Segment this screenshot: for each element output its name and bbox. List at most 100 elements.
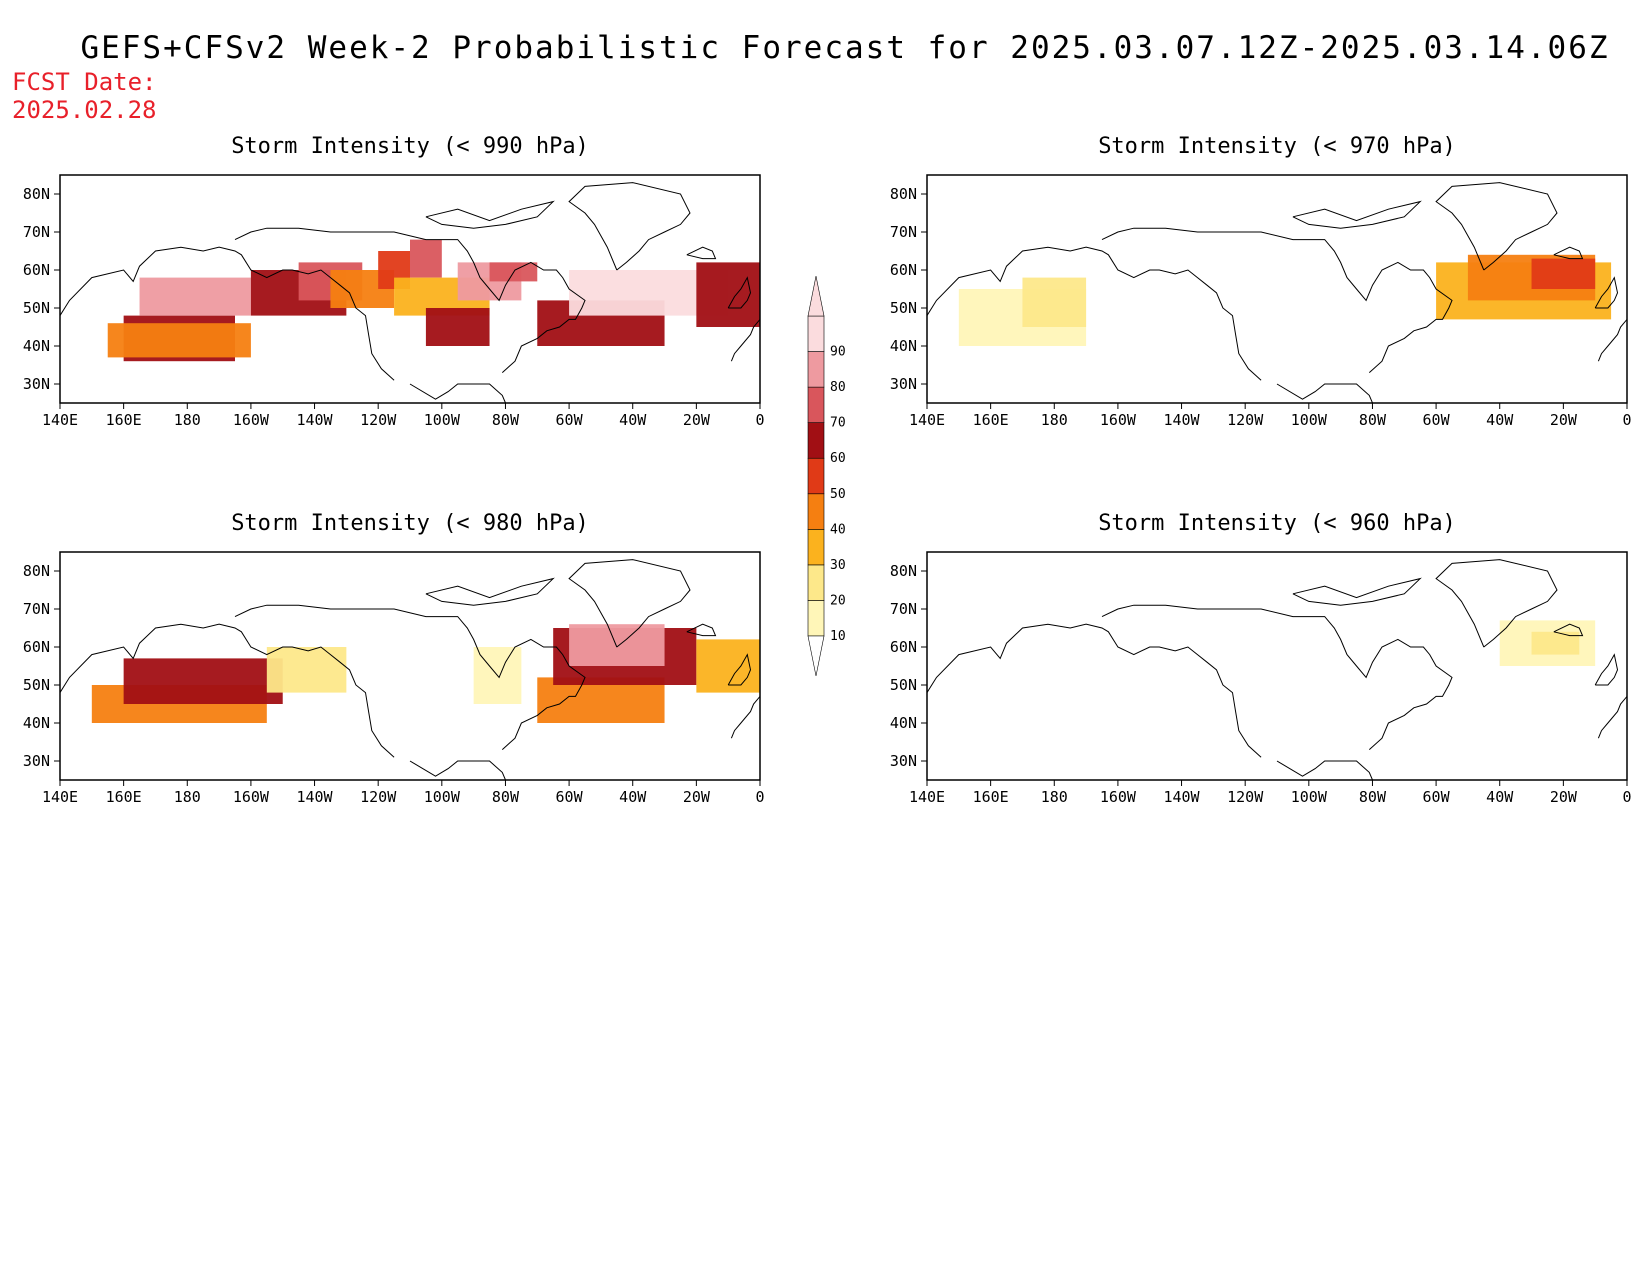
lon-tick-label: 180	[1041, 411, 1068, 429]
lon-tick-label: 160W	[233, 411, 270, 429]
coastline	[1553, 246, 1584, 260]
prob-region	[425, 308, 490, 346]
lat-tick-label: 80N	[23, 185, 50, 203]
lat-tick-label: 30N	[23, 375, 50, 393]
coastline	[1292, 200, 1422, 229]
coastline	[1597, 319, 1627, 362]
lon-tick-label: 0	[1622, 788, 1631, 806]
lon-tick-label: 100W	[1291, 411, 1328, 429]
coastline	[425, 577, 555, 606]
lon-tick-label: 120W	[360, 411, 397, 429]
coastline	[727, 276, 752, 309]
coastline	[1597, 696, 1627, 739]
lat-tick-label: 30N	[890, 375, 917, 393]
lat-tick-label: 30N	[23, 752, 50, 770]
lon-tick-label: 160E	[973, 788, 1009, 806]
lon-tick-label: 120W	[1227, 788, 1264, 806]
colorbar-label: 10	[830, 629, 846, 644]
lon-tick-label: 60W	[1423, 411, 1451, 429]
lat-tick-label: 60N	[890, 261, 917, 279]
coastline	[409, 760, 506, 780]
lat-tick-label: 40N	[890, 714, 917, 732]
lon-tick-label: 40W	[1486, 788, 1514, 806]
colorbar-label: 90	[830, 345, 846, 360]
coastline	[686, 623, 717, 637]
lon-tick-label: 160W	[233, 788, 270, 806]
panel-frame	[59, 174, 761, 404]
panel-title-990: Storm Intensity (< 990 hPa)	[231, 134, 589, 159]
lon-tick-label: 20W	[1550, 411, 1578, 429]
lon-tick-label: 100W	[424, 788, 461, 806]
colorbar-swatch	[807, 493, 825, 530]
lon-tick-label: 140E	[909, 411, 945, 429]
panel-title-960: Storm Intensity (< 960 hPa)	[1098, 511, 1456, 536]
coastline	[686, 246, 717, 260]
lon-tick-label: 40W	[619, 411, 647, 429]
lon-tick-label: 160W	[1100, 788, 1137, 806]
colorbar-label: 80	[830, 380, 846, 395]
lon-tick-label: 160E	[973, 411, 1009, 429]
lon-tick-label: 140E	[909, 788, 945, 806]
lat-tick-label: 70N	[890, 223, 917, 241]
panel-plot-area	[60, 182, 760, 403]
prob-region	[410, 239, 442, 278]
coastline	[234, 604, 586, 750]
coastline	[409, 383, 506, 403]
lat-tick-label: 40N	[890, 337, 917, 355]
lon-tick-label: 0	[1622, 411, 1631, 429]
coastline	[234, 227, 586, 373]
colorbar-label: 70	[830, 416, 846, 431]
coastline	[1276, 760, 1373, 780]
lon-tick-label: 180	[174, 788, 201, 806]
colorbar-swatch	[807, 529, 825, 566]
colorbar-label: 40	[830, 522, 846, 537]
map-panel-970: Storm Intensity (< 970 hPa) 140E 160E 180 16…	[890, 134, 1632, 429]
lon-tick-label: 120W	[1227, 411, 1264, 429]
map-panel-990: Storm Intensity (< 990 hPa) 140E 160E 180 16…	[23, 134, 765, 429]
lon-tick-label: 20W	[1550, 788, 1578, 806]
lon-tick-label: 140W	[1163, 411, 1200, 429]
lat-tick-label: 40N	[23, 714, 50, 732]
lon-tick-label: 100W	[1291, 788, 1328, 806]
colorbar-min-arrow	[807, 635, 825, 677]
prob-region	[1022, 277, 1087, 327]
map-panel-980: Storm Intensity (< 980 hPa) 140E 160E 180 16…	[23, 511, 765, 806]
coastline	[1594, 653, 1619, 686]
colorbar-swatch	[807, 564, 825, 601]
lat-tick-label: 70N	[23, 600, 50, 618]
coastline	[60, 246, 395, 381]
prob-region	[139, 277, 251, 316]
lat-tick-label: 80N	[23, 562, 50, 580]
lat-tick-label: 50N	[890, 299, 917, 317]
colorbar-max-arrow	[807, 275, 825, 317]
coastline	[1101, 604, 1453, 750]
panel-plot-area	[927, 559, 1627, 780]
lon-tick-label: 60W	[556, 788, 584, 806]
lat-tick-label: 50N	[23, 676, 50, 694]
panel-plot-area	[60, 559, 760, 780]
map-panel-960: Storm Intensity (< 960 hPa) 140E 160E 180 16…	[890, 511, 1632, 806]
colorbar-label: 30	[830, 558, 846, 573]
panel-title-980: Storm Intensity (< 980 hPa)	[231, 511, 589, 536]
prob-region	[1531, 631, 1580, 655]
lat-tick-label: 30N	[890, 752, 917, 770]
lon-tick-label: 60W	[556, 411, 584, 429]
coastline	[568, 559, 691, 648]
prob-region	[123, 658, 283, 704]
lon-tick-label: 80W	[1359, 788, 1387, 806]
colorbar-label: 60	[830, 451, 846, 466]
lon-tick-label: 40W	[1486, 411, 1514, 429]
colorbar-swatch	[807, 457, 825, 495]
colorbar-swatch	[807, 315, 825, 352]
colorbar-swatch	[807, 386, 825, 423]
colorbar-label: 50	[830, 487, 846, 502]
coastline	[1435, 182, 1558, 271]
lat-tick-label: 40N	[23, 337, 50, 355]
fcst-date-value: 2025.02.28	[12, 96, 157, 124]
panel-title-970: Storm Intensity (< 970 hPa)	[1098, 134, 1456, 159]
colorbar-swatch	[807, 600, 825, 637]
coastline	[1553, 623, 1584, 637]
panel-frame	[926, 174, 1628, 404]
lon-tick-label: 80W	[1359, 411, 1387, 429]
coastline	[1292, 577, 1422, 606]
